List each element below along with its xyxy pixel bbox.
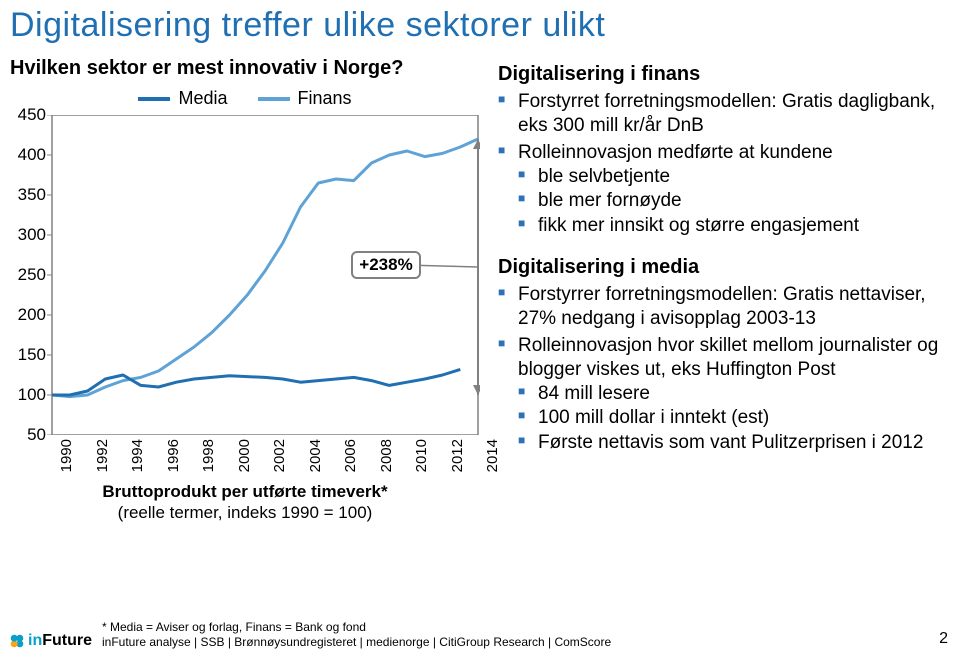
b-media-2b: 100 mill dollar i inntekt (est) <box>518 406 942 430</box>
legend-label-finans: Finans <box>298 88 352 109</box>
footer: inFuture * Media = Aviser og forlag, Fin… <box>10 620 948 650</box>
b-media-2: Rolleinnovasjon hvor skillet mellom jour… <box>498 334 942 456</box>
legend-media: Media <box>138 88 227 109</box>
section-head-media: Digitalisering i media <box>498 256 942 279</box>
callout-badge: +238% <box>351 251 420 279</box>
logo-future: Future <box>42 632 92 649</box>
content-columns: Hvilken sektor er mest innovativ i Norge… <box>0 45 960 524</box>
chart-legend: Media Finans <box>10 88 480 109</box>
b-finans-2: Rolleinnovasjon medførte at kundene ble … <box>498 141 942 238</box>
chart: 50100150200250300350400450 1990199219941… <box>10 115 480 475</box>
footnote-2: inFuture analyse | SSB | Brønnøysundregi… <box>102 635 611 649</box>
chart-caption-line2: (reelle termer, indeks 1990 = 100) <box>118 503 373 522</box>
logo-in: in <box>28 632 42 649</box>
b-finans-2c: fikk mer innsikt og større engasjement <box>518 214 942 238</box>
footer-text: * Media = Aviser og forlag, Finans = Ban… <box>102 620 611 650</box>
bullets-media: Forstyrrer forretningsmodellen: Gratis n… <box>498 283 942 455</box>
legend-label-media: Media <box>178 88 227 109</box>
footnote-1: * Media = Aviser og forlag, Finans = Ban… <box>102 620 366 634</box>
b-finans-1: Forstyrret forretningsmodellen: Gratis d… <box>498 90 942 139</box>
section-media: Digitalisering i media Forstyrrer forret… <box>498 256 942 455</box>
sub-finans: ble selvbetjente ble mer fornøyde fikk m… <box>518 165 942 238</box>
b-media-1: Forstyrrer forretningsmodellen: Gratis n… <box>498 283 942 332</box>
left-column: Hvilken sektor er mest innovativ i Norge… <box>10 57 480 524</box>
sub-media: 84 mill lesere 100 mill dollar i inntekt… <box>518 382 942 455</box>
logo: inFuture <box>10 632 92 650</box>
b-media-2c: Første nettavis som vant Pulitzerprisen … <box>518 431 942 455</box>
right-column: Digitalisering i finans Forstyrret forre… <box>498 57 942 524</box>
y-axis-labels: 50100150200250300350400450 <box>10 115 50 435</box>
legend-finans: Finans <box>258 88 352 109</box>
b-finans-2-text: Rolleinnovasjon medførte at kundene <box>518 142 833 163</box>
b-finans-2a: ble selvbetjente <box>518 165 942 189</box>
b-media-2-text: Rolleinnovasjon hvor skillet mellom jour… <box>518 335 938 380</box>
page-title: Digitalisering treffer ulike sektorer ul… <box>0 0 960 45</box>
page-number: 2 <box>939 630 948 650</box>
chart-caption: Bruttoprodukt per utførte timeverk* (ree… <box>10 481 480 524</box>
x-axis-labels: 1990199219941996199820002002200420062008… <box>52 437 480 485</box>
legend-swatch-finans <box>258 97 290 101</box>
chart-subtitle: Hvilken sektor er mest innovativ i Norge… <box>10 57 480 80</box>
b-media-2a: 84 mill lesere <box>518 382 942 406</box>
footer-left: inFuture * Media = Aviser og forlag, Fin… <box>10 620 611 650</box>
legend-swatch-media <box>138 97 170 101</box>
logo-dots-icon <box>10 634 24 648</box>
section-head-finans: Digitalisering i finans <box>498 63 942 86</box>
b-finans-2b: ble mer fornøyde <box>518 189 942 213</box>
bullets-finans: Forstyrret forretningsmodellen: Gratis d… <box>498 90 942 238</box>
